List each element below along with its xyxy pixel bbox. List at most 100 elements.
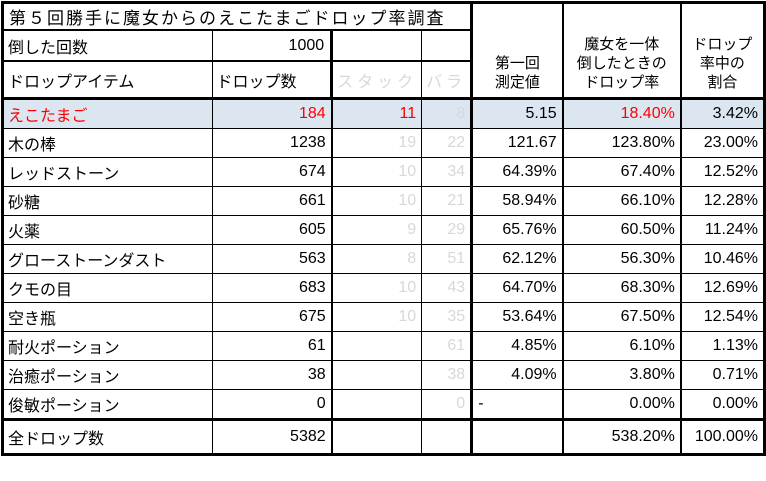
bara-cell: 8 [421,98,473,129]
first-measure-cell: 64.39% [470,157,564,187]
bara-cell: 35 [421,302,473,332]
share-cell: 12.28% [679,186,765,216]
rate-cell: 67.40% [561,157,682,187]
kills-value: 1000 [211,29,334,62]
rate-cell: 56.30% [561,244,682,274]
table-row-fire-resistance-potion: 耐火ポーション 61 61 4.85% 6.10% 1.13% [2,331,765,361]
empty-cell [331,29,423,62]
item-cell: えこたまご [2,98,213,129]
share-cell: 12.52% [679,157,765,187]
total-label: 全ドロップ数 [2,418,213,455]
table-row-glowstone-dust: グローストーンダスト 563 8 51 62.12% 56.30% 10.46% [2,244,765,274]
first-measure-cell: 5.15 [470,98,564,129]
bara-cell: 61 [421,331,473,361]
column-header-bara: バラ [421,60,473,100]
stack-cell: 9 [330,215,423,245]
first-measure-cell: 4.85% [470,331,564,361]
stack-cell: 10 [330,302,423,332]
total-rate-cell: 538.20% [561,418,682,455]
kills-row: 倒した回数 1000 [2,29,765,62]
drops-cell: 0 [211,389,333,420]
table-row-sugar: 砂糖 661 10 21 58.94% 66.10% 12.28% [2,186,765,216]
item-cell: グローストーンダスト [2,244,213,274]
first-measure-cell: 121.67 [470,128,564,158]
item-cell: 空き瓶 [2,302,213,332]
item-cell: レッドストーン [2,157,213,187]
share-cell: 0.00% [679,389,765,420]
column-header-per-witch-rate: 魔女を一体 倒したときの ドロップ率 [561,2,682,100]
share-cell: 0.71% [679,360,765,390]
stack-cell: 11 [330,98,423,129]
total-share-cell: 100.00% [679,418,765,455]
bara-cell: 29 [421,215,473,245]
table-row-glass-bottle: 空き瓶 675 10 35 53.64% 67.50% 12.54% [2,302,765,332]
share-cell: 10.46% [679,244,765,274]
item-cell: 治癒ポーション [2,360,213,390]
bara-cell: 51 [421,244,473,274]
rate-cell: 68.30% [561,273,682,303]
rate-cell: 18.40% [561,98,682,129]
column-header-row: ドロップアイテム ドロップ数 スタック バラ [2,60,765,100]
drops-cell: 38 [211,360,333,390]
table-row-swiftness-potion: 俊敏ポーション 0 0 - 0.00% 0.00% [2,389,765,420]
bara-cell: 43 [421,273,473,303]
item-cell: 火薬 [2,215,213,245]
bara-cell: 34 [421,157,473,187]
stack-cell: 8 [330,244,423,274]
rate-cell: 6.10% [561,331,682,361]
column-header-share: ドロップ 率中の 割合 [679,2,765,100]
total-drops-cell: 5382 [211,418,333,455]
first-measure-cell: 65.76% [470,215,564,245]
rate-cell: 3.80% [561,360,682,390]
share-cell: 12.69% [679,273,765,303]
drop-rate-table: 第５回勝手に魔女からのえこたまごドロップ率調査 第一回 測定値 魔女を一体 倒し… [1,1,766,456]
drops-cell: 675 [211,302,333,332]
share-cell: 23.00% [679,128,765,158]
share-cell: 3.42% [679,98,765,129]
first-measure-cell: 4.09% [470,360,564,390]
first-measure-cell: 53.64% [470,302,564,332]
total-row: 全ドロップ数 5382 538.20% 100.00% [2,418,765,455]
drops-cell: 563 [211,244,333,274]
total-first-measure-cell [470,418,564,455]
column-header-drops: ドロップ数 [211,60,333,100]
column-header-item: ドロップアイテム [2,60,213,100]
stack-cell [330,331,423,361]
item-cell: 木の棒 [2,128,213,158]
table-row-gunpowder: 火薬 605 9 29 65.76% 60.50% 11.24% [2,215,765,245]
title-row: 第５回勝手に魔女からのえこたまごドロップ率調査 第一回 測定値 魔女を一体 倒し… [1,2,765,100]
share-cell: 1.13% [679,331,765,361]
total-bara-cell [421,418,473,455]
table-row-stick: 木の棒 1238 19 22 121.67 123.80% 23.00% [2,128,765,158]
drops-cell: 605 [211,215,333,245]
rate-cell: 60.50% [561,215,682,245]
drops-cell: 683 [211,273,333,303]
empty-cell [421,29,473,62]
drops-cell: 1238 [211,128,333,158]
page-title: 第５回勝手に魔女からのえこたまごドロップ率調査 [1,2,474,31]
first-measure-cell: 64.70% [470,273,564,303]
stack-cell: 10 [330,186,423,216]
share-cell: 11.24% [679,215,765,245]
share-cell: 12.54% [679,302,765,332]
total-stack-cell [330,418,423,455]
first-measure-cell: - [470,389,564,420]
item-cell: 砂糖 [2,186,213,216]
drops-cell: 184 [211,98,333,129]
rate-cell: 123.80% [561,128,682,158]
kills-label: 倒した回数 [2,29,213,62]
item-cell: 俊敏ポーション [2,389,213,420]
drops-cell: 674 [211,157,333,187]
stack-cell [330,389,423,420]
rate-cell: 0.00% [561,389,682,420]
stack-cell [330,360,423,390]
column-header-stack: スタック [330,60,423,100]
item-cell: クモの目 [2,273,213,303]
bara-cell: 21 [421,186,473,216]
rate-cell: 66.10% [561,186,682,216]
column-header-first-measure: 第一回 測定値 [470,2,564,100]
bara-cell: 22 [421,128,473,158]
stack-cell: 19 [330,128,423,158]
table-row-spider-eye: クモの目 683 10 43 64.70% 68.30% 12.69% [2,273,765,303]
rate-cell: 67.50% [561,302,682,332]
